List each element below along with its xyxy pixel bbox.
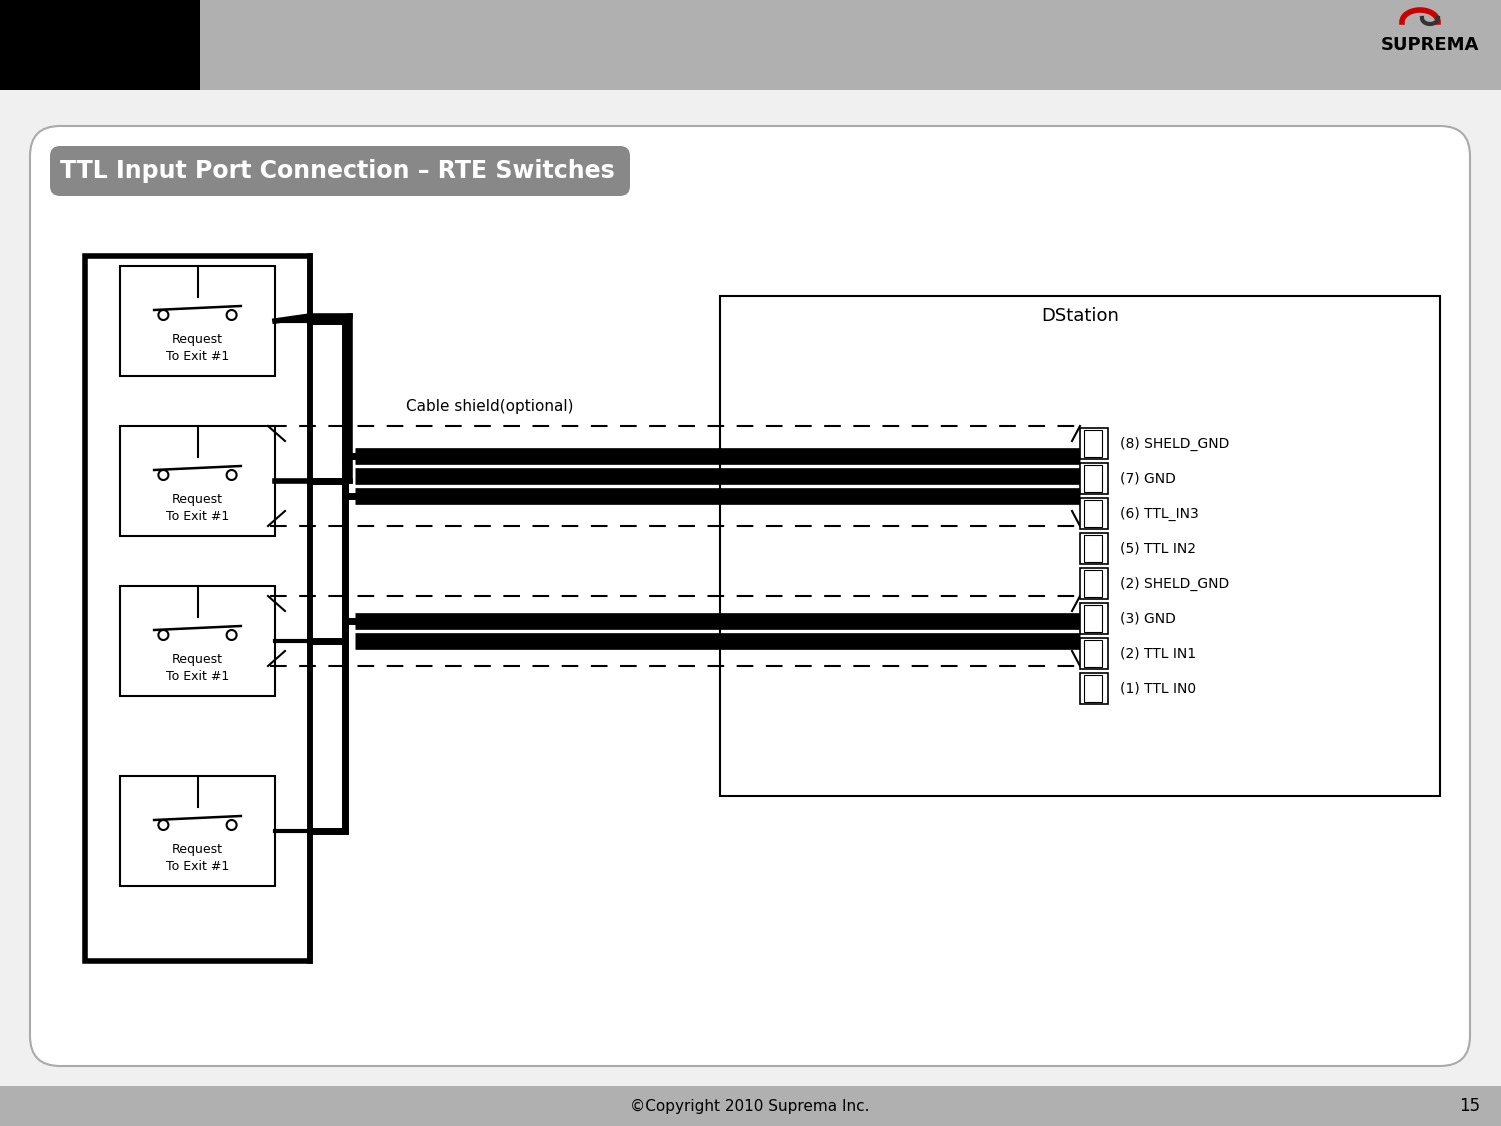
Bar [1081,673,1108,704]
Bar [1084,500,1102,527]
Text: (2) TTL IN1: (2) TTL IN1 [1120,646,1196,661]
Text: Request
To Exit #1: Request To Exit #1 [167,333,230,364]
Text: TTL Input Port Connection – RTE Switches: TTL Input Port Connection – RTE Switches [60,159,615,184]
Circle shape [159,820,168,830]
Bar [1084,674,1102,701]
Text: DStation: DStation [1042,307,1118,325]
Bar [1081,463,1108,494]
Text: Cable shield(optional): Cable shield(optional) [407,399,573,413]
Text: 15: 15 [1459,1097,1480,1115]
FancyBboxPatch shape [30,126,1469,1066]
Circle shape [159,631,168,640]
Bar [0,0,200,90]
Circle shape [159,470,168,480]
Circle shape [227,631,237,640]
Text: Request
To Exit #1: Request To Exit #1 [167,653,230,683]
Bar [120,776,275,886]
Bar [1084,640,1102,667]
Bar [1081,428,1108,459]
Text: SUPREMA: SUPREMA [1381,36,1478,54]
Text: (5) TTL IN2: (5) TTL IN2 [1120,542,1196,555]
Circle shape [159,310,168,320]
Bar [1081,568,1108,599]
Circle shape [227,470,237,480]
Circle shape [227,310,237,320]
Bar [1084,605,1102,632]
Text: (7) GND: (7) GND [1120,472,1175,485]
Text: (6) TTL_IN3: (6) TTL_IN3 [1120,507,1199,520]
Bar [1081,604,1108,634]
Bar [1081,533,1108,564]
Bar [1081,638,1108,669]
Bar [0,0,1501,90]
Bar [1084,430,1102,457]
Bar [1081,498,1108,529]
Text: (3) GND: (3) GND [1120,611,1175,626]
Text: (1) TTL IN0: (1) TTL IN0 [1120,681,1196,696]
Bar [120,426,275,536]
Circle shape [227,820,237,830]
FancyBboxPatch shape [50,146,630,196]
Bar [120,266,275,376]
Bar [86,256,311,960]
Bar [720,296,1439,796]
Bar [1084,465,1102,492]
Bar [0,1085,1501,1126]
Text: (2) SHELD_GND: (2) SHELD_GND [1120,577,1229,590]
Text: Request
To Exit #1: Request To Exit #1 [167,843,230,874]
Text: (8) SHELD_GND: (8) SHELD_GND [1120,437,1229,450]
Text: Request
To Exit #1: Request To Exit #1 [167,493,230,524]
Text: ©Copyright 2010 Suprema Inc.: ©Copyright 2010 Suprema Inc. [630,1099,869,1114]
Bar [120,586,275,696]
Bar [1084,570,1102,597]
Bar [1084,535,1102,562]
